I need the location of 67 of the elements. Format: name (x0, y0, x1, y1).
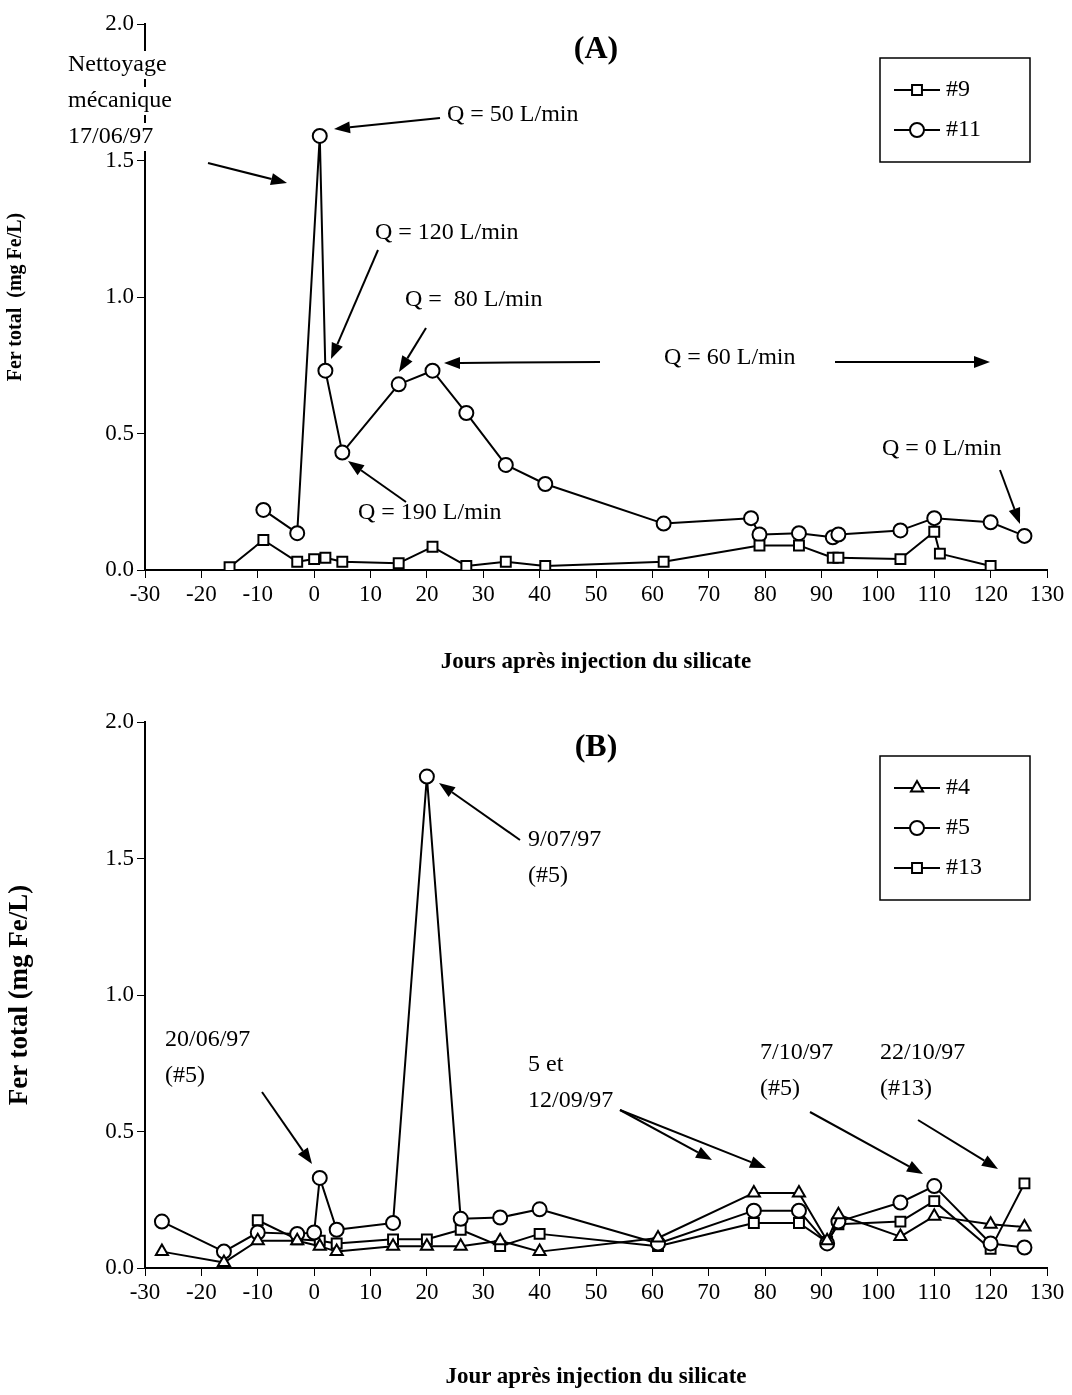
x-tick-label: 30 (471, 580, 495, 606)
x-tick-label: 60 (640, 580, 664, 606)
y-axis-title: Fer total (mg Fe/L) (3, 212, 27, 382)
x-tick-label: 0 (308, 580, 320, 606)
annotation: Q = 0 L/min (882, 434, 1002, 461)
chart-title: (A) (573, 29, 619, 66)
x-tick-label: -20 (186, 1278, 217, 1304)
x-tick-label: -10 (242, 580, 274, 606)
annotation: Q = 190 L/min (358, 498, 502, 525)
x-tick-label: -30 (129, 580, 161, 606)
x-tick-label: 50 (584, 580, 608, 606)
x-tick-label: 10 (359, 580, 382, 606)
x-tick-label: -30 (129, 1278, 161, 1304)
legend-label: #4 (946, 773, 970, 800)
x-tick-label: -10 (242, 1278, 274, 1304)
x-tick-label: 100 (860, 580, 896, 606)
x-tick-label: 20 (415, 1278, 439, 1304)
x-tick-label: 40 (528, 1278, 552, 1304)
legend-label: #11 (946, 115, 982, 142)
annotation: Nettoyage mécanique 17/06/97 (68, 50, 172, 149)
x-tick-label: 120 (973, 1278, 1008, 1304)
y-tick-label: 1.5 (105, 146, 134, 172)
y-tick-label: 1.0 (105, 283, 134, 309)
x-tick-label: 20 (415, 580, 439, 606)
y-tick-label: 0.5 (105, 419, 134, 445)
x-tick-label: 70 (697, 580, 721, 606)
x-tick-label: 40 (528, 580, 552, 606)
y-tick-label: 1.5 (105, 844, 134, 870)
x-tick-label: 0 (308, 1278, 320, 1304)
annotation: Q = 120 L/min (375, 218, 519, 245)
y-tick-label: 0.0 (105, 1254, 134, 1280)
y-tick-label: 0.0 (105, 556, 134, 582)
y-tick-label: 1.0 (105, 981, 134, 1007)
annotation: 9/07/97 (#5) (528, 825, 602, 888)
annotation: 22/10/97 (#13) (880, 1038, 966, 1101)
annotation: 20/06/97 (#5) (165, 1025, 251, 1088)
annotation: Q = 50 L/min (447, 100, 579, 127)
x-tick-label: 60 (640, 1278, 664, 1304)
x-tick-label: 110 (917, 1278, 952, 1304)
x-tick-label: 120 (973, 580, 1008, 606)
annotation: Q = 60 L/min (664, 343, 796, 370)
x-tick-label: -20 (186, 580, 217, 606)
x-tick-label: 50 (584, 1278, 608, 1304)
legend-label: #5 (946, 813, 970, 840)
x-tick-label: 80 (753, 580, 777, 606)
chart-title: (B) (574, 727, 618, 764)
x-tick-label: 80 (753, 1278, 777, 1304)
annotation: 7/10/97 (#5) (760, 1038, 834, 1101)
x-tick-label: 100 (860, 1278, 896, 1304)
x-tick-label: 110 (917, 580, 952, 606)
x-tick-label: 130 (1029, 1278, 1065, 1304)
x-tick-label: 130 (1029, 580, 1065, 606)
annotation: 5 et 12/09/97 (528, 1050, 614, 1113)
y-tick-label: 0.5 (105, 1117, 134, 1143)
annotation: Q = 80 L/min (405, 285, 543, 312)
x-axis-title: Jours après injection du silicate (440, 648, 752, 674)
x-tick-label: 90 (810, 580, 833, 606)
x-tick-label: 70 (697, 1278, 721, 1304)
x-tick-label: 30 (471, 1278, 495, 1304)
x-axis-title: Jour après injection du silicate (445, 1363, 747, 1389)
y-tick-label: 2.0 (105, 10, 134, 36)
y-tick-label: 2.0 (105, 708, 134, 734)
x-tick-label: 10 (359, 1278, 382, 1304)
x-tick-label: 90 (810, 1278, 833, 1304)
legend-label: #13 (946, 853, 982, 880)
legend-label: #9 (946, 75, 970, 102)
y-axis-title: Fer total (mg Fe/L) (3, 884, 34, 1106)
